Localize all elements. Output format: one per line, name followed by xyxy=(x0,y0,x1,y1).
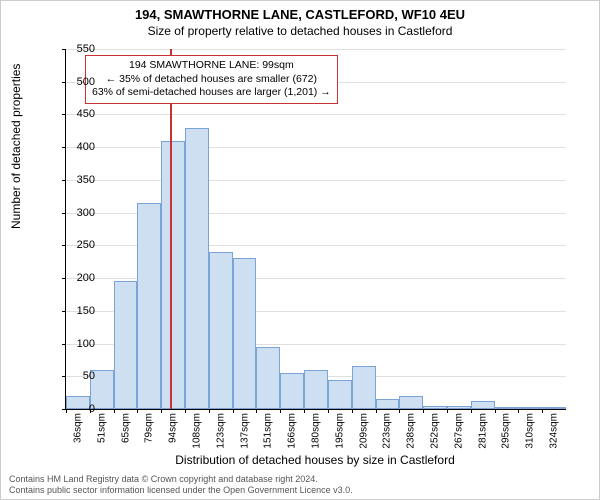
histogram-bar xyxy=(233,258,257,409)
x-axis-label: Distribution of detached houses by size … xyxy=(65,453,565,467)
xtick-mark xyxy=(471,409,472,413)
xtick-mark xyxy=(233,409,234,413)
xtick-label: 281sqm xyxy=(477,413,488,449)
histogram-bar xyxy=(352,366,376,409)
histogram-bar xyxy=(376,399,400,409)
xtick-mark xyxy=(542,409,543,413)
xtick-label: 324sqm xyxy=(549,413,560,449)
xtick-label: 195sqm xyxy=(334,413,345,449)
xtick-mark xyxy=(114,409,115,413)
xtick-mark xyxy=(137,409,138,413)
gridline xyxy=(66,114,566,115)
ytick-label: 550 xyxy=(59,43,95,55)
ytick-label: 400 xyxy=(59,141,95,153)
xtick-label: 79sqm xyxy=(144,413,155,443)
xtick-mark xyxy=(447,409,448,413)
xtick-label: 267sqm xyxy=(453,413,464,449)
histogram-bar xyxy=(471,401,495,409)
ytick-label: 450 xyxy=(59,108,95,120)
histogram-bar xyxy=(304,370,328,409)
xtick-label: 238sqm xyxy=(406,413,417,449)
ytick-label: 200 xyxy=(59,272,95,284)
xtick-label: 108sqm xyxy=(191,413,202,449)
histogram-bar xyxy=(423,406,447,409)
ytick-label: 150 xyxy=(59,305,95,317)
xtick-label: 65sqm xyxy=(120,413,131,443)
xtick-mark xyxy=(376,409,377,413)
xtick-label: 295sqm xyxy=(501,413,512,449)
xtick-label: 151sqm xyxy=(263,413,274,449)
histogram-bar xyxy=(256,347,280,409)
info-line-3: 63% of semi-detached houses are larger (… xyxy=(92,86,331,100)
xtick-label: 51sqm xyxy=(96,413,107,443)
xtick-mark xyxy=(209,409,210,413)
histogram-bar xyxy=(280,373,304,409)
info-line-2: ← 35% of detached houses are smaller (67… xyxy=(92,73,331,87)
xtick-mark xyxy=(518,409,519,413)
xtick-label: 94sqm xyxy=(168,413,179,443)
chart-container: 194, SMAWTHORNE LANE, CASTLEFORD, WF10 4… xyxy=(0,0,600,500)
info-box: 194 SMAWTHORNE LANE: 99sqm ← 35% of deta… xyxy=(85,55,338,104)
footer-attribution: Contains HM Land Registry data © Crown c… xyxy=(9,474,353,496)
histogram-bar xyxy=(185,128,209,409)
xtick-mark xyxy=(161,409,162,413)
info-line-1: 194 SMAWTHORNE LANE: 99sqm xyxy=(92,59,331,73)
histogram-bar xyxy=(542,407,566,409)
xtick-label: 137sqm xyxy=(239,413,250,449)
y-axis-label: Number of detached properties xyxy=(9,64,23,229)
xtick-mark xyxy=(185,409,186,413)
footer-line-1: Contains HM Land Registry data © Crown c… xyxy=(9,474,353,485)
gridline xyxy=(66,147,566,148)
xtick-label: 310sqm xyxy=(525,413,536,449)
title-address: 194, SMAWTHORNE LANE, CASTLEFORD, WF10 4… xyxy=(1,7,599,22)
ytick-label: 100 xyxy=(59,338,95,350)
histogram-bar xyxy=(114,281,138,409)
xtick-mark xyxy=(280,409,281,413)
ytick-label: 50 xyxy=(59,370,95,382)
histogram-bar xyxy=(495,407,519,409)
xtick-mark xyxy=(304,409,305,413)
xtick-mark xyxy=(328,409,329,413)
ytick-label: 0 xyxy=(59,403,95,415)
ytick-label: 250 xyxy=(59,239,95,251)
gridline xyxy=(66,49,566,50)
histogram-bar xyxy=(399,396,423,409)
histogram-bar xyxy=(209,252,233,409)
xtick-label: 36sqm xyxy=(72,413,83,443)
histogram-bar xyxy=(447,406,471,409)
footer-line-2: Contains public sector information licen… xyxy=(9,485,353,496)
ytick-label: 350 xyxy=(59,174,95,186)
xtick-label: 180sqm xyxy=(311,413,322,449)
xtick-mark xyxy=(423,409,424,413)
xtick-mark xyxy=(256,409,257,413)
xtick-mark xyxy=(495,409,496,413)
xtick-label: 123sqm xyxy=(215,413,226,449)
histogram-bar xyxy=(328,380,352,409)
title-subtitle: Size of property relative to detached ho… xyxy=(1,24,599,38)
ytick-label: 500 xyxy=(59,76,95,88)
xtick-label: 166sqm xyxy=(287,413,298,449)
ytick-label: 300 xyxy=(59,207,95,219)
gridline xyxy=(66,180,566,181)
xtick-label: 223sqm xyxy=(382,413,393,449)
histogram-bar xyxy=(137,203,161,409)
xtick-label: 252sqm xyxy=(430,413,441,449)
xtick-mark xyxy=(399,409,400,413)
histogram-bar xyxy=(161,141,185,409)
xtick-mark xyxy=(352,409,353,413)
xtick-label: 209sqm xyxy=(358,413,369,449)
histogram-bar xyxy=(518,407,542,409)
